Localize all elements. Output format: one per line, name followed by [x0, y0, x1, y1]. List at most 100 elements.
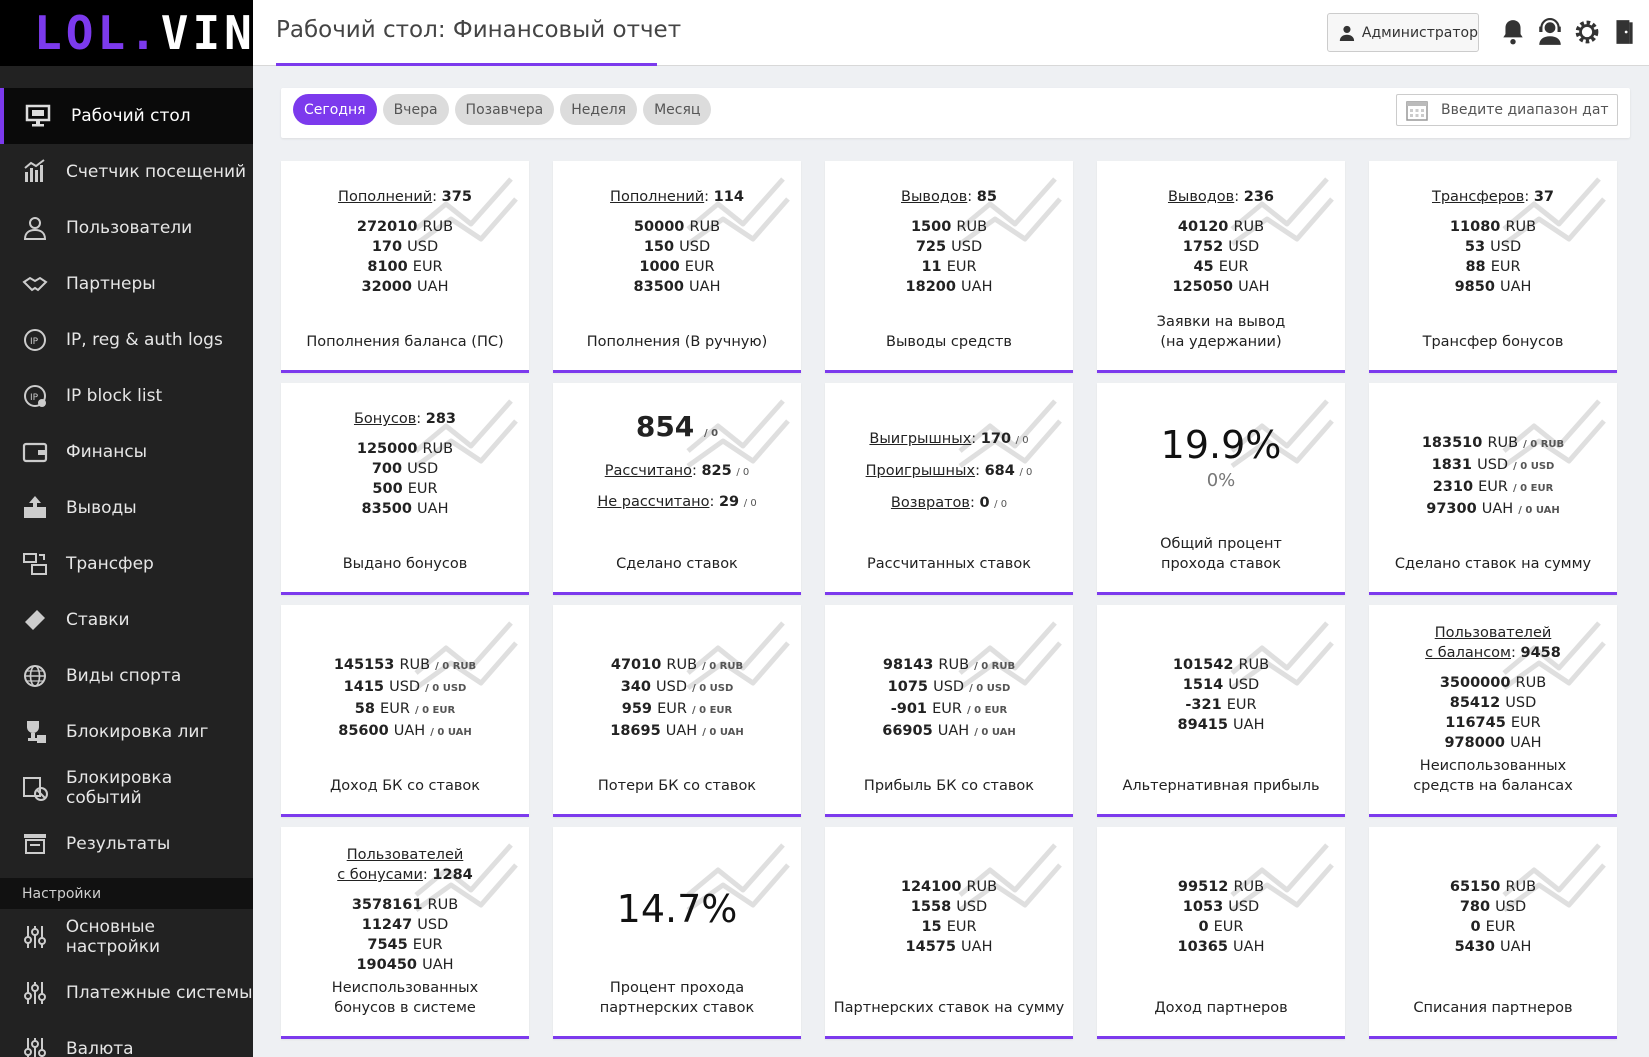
sidebar-item-event-block[interactable]: Блокировка событий: [0, 760, 253, 816]
card-header-count: 114: [713, 189, 744, 205]
calc-row-link[interactable]: Выигрышных: [869, 431, 972, 447]
logo[interactable]: LOL.VIN: [0, 0, 253, 66]
amount-line: 9850 UAH: [1369, 277, 1617, 297]
percent-secondary: 0%: [1206, 470, 1236, 491]
ip-block-icon: IP: [20, 381, 50, 411]
secondary-amount: / 0 USD: [969, 683, 1011, 694]
currency-code: UAH: [417, 501, 449, 517]
sliders-icon: [20, 922, 50, 952]
card-header-link[interactable]: Бонусов: [353, 411, 417, 427]
amount-value: 2310: [1432, 479, 1474, 495]
currency-code: USD: [1495, 899, 1527, 915]
admin-button[interactable]: Администратор: [1327, 13, 1479, 52]
amount-value: 1558: [910, 899, 952, 915]
secondary-amount: / 0 UAH: [974, 727, 1016, 738]
sidebar-item-sliders[interactable]: Основные настройки: [0, 909, 253, 965]
trend-background-icon: [1227, 391, 1337, 471]
sidebar-item-ip-log[interactable]: IP IP, reg & auth logs: [0, 312, 253, 368]
stat-card: 145153 RUB / 0 RUB 1415 USD / 0 USD 58 EUR…: [281, 605, 529, 817]
currency-code: USD: [1505, 695, 1537, 711]
support-icon[interactable]: [1537, 17, 1563, 47]
stat-card-label: Доход партнеров: [1154, 1000, 1288, 1016]
currency-code: UAH: [689, 279, 721, 295]
amount-line: 0 EUR: [1369, 917, 1617, 937]
amount-line: 190450 UAH: [281, 955, 529, 975]
currency-code: RUB: [427, 897, 459, 913]
sidebar-item-user[interactable]: Пользователи: [0, 200, 253, 256]
logout-door-icon[interactable]: [1611, 17, 1637, 47]
sidebar-item-globe[interactable]: Виды спорта: [0, 648, 253, 704]
amount-line: 65150 RUB: [1369, 877, 1617, 897]
period-pill[interactable]: Месяц: [643, 94, 712, 125]
currency-code: UAH: [393, 723, 426, 739]
amount-line: 83500 UAH: [553, 277, 801, 297]
stat-card: Выводов: 85 1500 RUB 725 USD 11 EUR 18200 UA…: [825, 161, 1073, 373]
sidebar-item-wallet[interactable]: Финансы: [0, 424, 253, 480]
amount-line: 5430 UAH: [1369, 937, 1617, 957]
currency-code: EUR: [1226, 697, 1257, 713]
bell-icon[interactable]: [1500, 17, 1526, 47]
sidebar-item-monitor[interactable]: Рабочий стол: [0, 88, 253, 144]
amount-value: 1752: [1182, 239, 1224, 255]
calc-row: Проигрышных: 684 / 0: [865, 463, 1033, 479]
bets-row-link[interactable]: Рассчитано: [604, 463, 692, 479]
sidebar-item-ip-block[interactable]: IP IP block list: [0, 368, 253, 424]
card-header-link[interactable]: Пользователей: [1434, 625, 1552, 641]
amount-value: 53: [1464, 239, 1486, 255]
card-header: Пользователей с бонусами: 1284: [337, 847, 473, 883]
amount-value: 89415: [1177, 717, 1228, 733]
calc-row-link[interactable]: Проигрышных: [865, 463, 976, 479]
trend-background-icon: [683, 835, 793, 915]
sidebar-item-sliders[interactable]: Валюта: [0, 1021, 253, 1057]
card-header-link[interactable]: Пополнений: [610, 189, 705, 205]
stat-card-content: 98143 RUB / 0 RUB 1075 USD / 0 USD -901 EU…: [825, 655, 1073, 743]
card-header-link[interactable]: Пользователей: [346, 847, 464, 863]
sidebar-item-bar-chart[interactable]: Счетчик посещений: [0, 144, 253, 200]
card-header-link[interactable]: Трансферов: [1431, 189, 1525, 205]
currency-code: USD: [1228, 899, 1260, 915]
amount-line: 978000 UAH: [1369, 733, 1617, 753]
period-pill[interactable]: Сегодня: [293, 94, 377, 125]
sidebar-item-sliders[interactable]: Платежные системы: [0, 965, 253, 1021]
date-range-input[interactable]: Введите диапазон дат: [1396, 94, 1618, 126]
card-header-link[interactable]: Выводов: [1167, 189, 1235, 205]
sidebar-item-withdraw[interactable]: Выводы: [0, 480, 253, 536]
stat-card-label: Списания партнеров: [1413, 1000, 1573, 1016]
sliders-icon: [20, 1034, 50, 1057]
card-header-link[interactable]: Выводов: [901, 189, 968, 205]
sidebar-item-results[interactable]: Результаты: [0, 816, 253, 872]
amount-line: 145153 RUB / 0 RUB: [281, 655, 529, 677]
calc-row-link[interactable]: Возвратов: [890, 495, 970, 511]
card-header-link[interactable]: с балансом: [1425, 645, 1511, 661]
stat-card: 14.7% Процент прохода партнерских ставок: [553, 827, 801, 1039]
currency-code: USD: [1228, 239, 1260, 255]
secondary-amount: / 0 EUR: [1513, 483, 1554, 494]
amount-line: 11247 USD: [281, 915, 529, 935]
trend-background-icon: [1227, 835, 1337, 915]
bets-row: Рассчитано: 825 / 0: [604, 463, 750, 479]
amount-line: 40120 RUB: [1097, 217, 1345, 237]
period-pill[interactable]: Позавчера: [454, 94, 555, 125]
sidebar-item-label: Финансы: [66, 442, 148, 462]
trend-background-icon: [1499, 613, 1609, 693]
sidebar-item-trophy-lock[interactable]: Блокировка лиг: [0, 704, 253, 760]
card-header-link[interactable]: Пополнений: [338, 189, 433, 205]
sidebar-item-handshake[interactable]: Партнеры: [0, 256, 253, 312]
amount-line: 10365 UAH: [1097, 937, 1345, 957]
gear-icon[interactable]: [1574, 17, 1600, 47]
amount-value: 1415: [343, 679, 385, 695]
stat-card-label: Неиспользованных средств на балансах: [1413, 758, 1573, 794]
period-pill[interactable]: Вчера: [382, 94, 449, 125]
period-pill[interactable]: Неделя: [560, 94, 638, 125]
stat-card-content: Выигрышных: 170 / 0 Проигрышных: 684 / 0 В…: [825, 429, 1073, 525]
amount-line: 89415 UAH: [1097, 715, 1345, 735]
amount-value: 145153: [333, 657, 395, 673]
amount-value: 83500: [361, 501, 412, 517]
sidebar-item-ticket[interactable]: Ставки: [0, 592, 253, 648]
sliders-icon: [20, 978, 50, 1008]
card-header: Выводов: 85: [901, 189, 997, 205]
bets-row-link[interactable]: Не рассчитано: [597, 494, 710, 510]
card-header-link[interactable]: с бонусами: [337, 867, 423, 883]
amount-line: 14575 UAH: [825, 937, 1073, 957]
sidebar-item-transfer[interactable]: Трансфер: [0, 536, 253, 592]
